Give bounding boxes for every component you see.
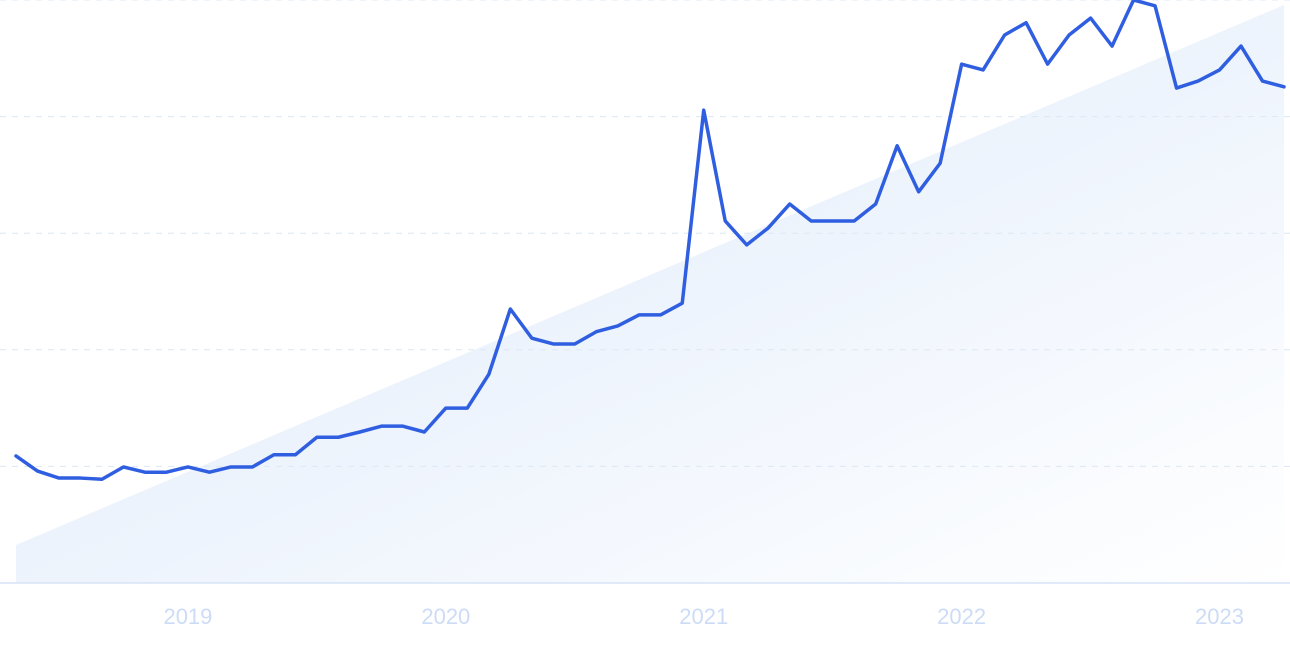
x-tick-label: 2020 <box>421 604 470 629</box>
x-tick-label: 2019 <box>163 604 212 629</box>
x-tick-label: 2021 <box>679 604 728 629</box>
x-tick-label: 2022 <box>937 604 986 629</box>
trend-area <box>16 5 1284 583</box>
line-series <box>14 0 1286 481</box>
x-tick-label: 2023 <box>1195 604 1244 629</box>
